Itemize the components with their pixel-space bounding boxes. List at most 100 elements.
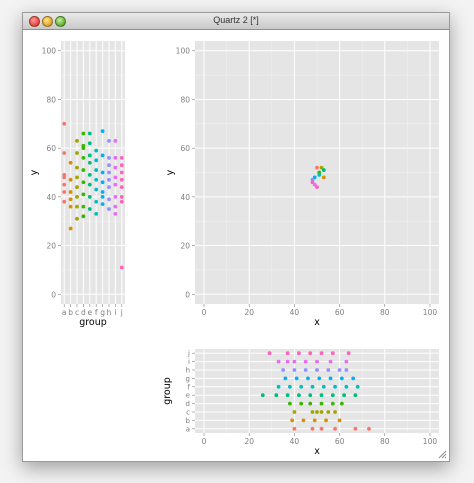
data-point: [87, 207, 92, 211]
data-point: [310, 410, 315, 414]
data-point: [319, 410, 324, 414]
data-point: [312, 175, 317, 180]
data-point: [113, 138, 118, 143]
data-point: [107, 177, 111, 182]
x-tick-label: c: [75, 308, 79, 317]
y-tick-label: 40: [180, 193, 190, 202]
data-point: [290, 418, 295, 423]
data-point: [100, 170, 105, 175]
data-point: [308, 393, 313, 398]
data-point: [107, 197, 111, 202]
data-point: [62, 182, 67, 187]
data-point: [62, 190, 67, 194]
data-point: [330, 351, 335, 356]
resize-grip-icon[interactable]: [437, 449, 447, 459]
y-tick-label: g: [186, 375, 190, 383]
data-point: [333, 384, 337, 389]
y-tick-label: e: [186, 392, 190, 400]
data-point: [94, 168, 99, 172]
data-point: [68, 190, 73, 194]
x-tick-label: a: [62, 308, 67, 317]
data-point: [317, 376, 322, 381]
y-tick-label: 100: [176, 47, 191, 56]
data-point: [119, 265, 124, 270]
data-point: [267, 351, 272, 356]
y-tick-label: 80: [180, 95, 190, 104]
x-tick-label: 0: [202, 437, 207, 446]
x-tick-label: 100: [423, 308, 438, 317]
x-tick-label: 100: [423, 437, 438, 446]
data-point: [315, 185, 319, 190]
data-point: [113, 204, 118, 209]
data-point: [68, 226, 73, 231]
data-point: [310, 426, 315, 431]
data-point: [75, 175, 79, 180]
data-point: [81, 180, 86, 185]
data-point: [337, 368, 342, 372]
data-point: [367, 426, 371, 431]
data-point: [119, 163, 124, 168]
data-point: [326, 410, 331, 414]
y-tick-label: a: [186, 425, 190, 433]
y-tick-label: 100: [42, 47, 57, 56]
data-point: [107, 207, 111, 211]
data-point: [299, 384, 304, 389]
window-titlebar[interactable]: Quartz 2 [*]: [23, 13, 449, 30]
zoom-window-button[interactable]: [55, 16, 66, 27]
data-point: [330, 401, 335, 406]
data-point: [100, 129, 105, 134]
data-point: [81, 131, 86, 136]
data-point: [285, 359, 290, 364]
data-point: [324, 418, 328, 423]
data-point: [344, 359, 349, 364]
data-point: [317, 173, 322, 177]
data-point: [94, 199, 99, 204]
y-tick-label: 20: [180, 242, 190, 251]
data-point: [119, 170, 124, 175]
data-point: [81, 204, 86, 209]
data-point: [353, 393, 358, 398]
data-point: [81, 192, 86, 197]
x-tick-label: 20: [244, 437, 254, 446]
data-point: [355, 384, 360, 389]
x-tick-label: i: [114, 308, 116, 317]
data-point: [81, 168, 86, 172]
data-point: [68, 197, 73, 202]
data-point: [87, 160, 92, 165]
x-axis-title: group: [79, 317, 107, 328]
data-point: [62, 199, 67, 204]
data-point: [119, 194, 124, 199]
group-vs-y-plot: 0 20 40 60 80 100 a b c d e f g h i j group y: [29, 41, 125, 328]
data-point: [62, 121, 67, 126]
data-point: [75, 204, 79, 209]
data-point: [75, 216, 79, 221]
data-point: [107, 163, 111, 168]
data-point: [87, 194, 92, 199]
data-point: [328, 359, 333, 364]
close-window-button[interactable]: [29, 16, 40, 27]
y-tick-label: c: [186, 409, 190, 417]
data-point: [315, 165, 319, 170]
minimize-window-button[interactable]: [42, 16, 53, 27]
data-point: [81, 146, 86, 151]
x-tick-label: h: [107, 308, 112, 317]
data-point: [274, 393, 279, 398]
y-tick-label: 0: [51, 290, 56, 299]
data-point: [308, 401, 313, 406]
y-tick-label: 60: [46, 144, 56, 153]
data-point: [292, 410, 297, 414]
y-tick-label: 20: [46, 242, 56, 251]
data-point: [285, 351, 290, 356]
data-point: [321, 168, 326, 172]
data-point: [287, 384, 292, 389]
data-point: [301, 418, 306, 423]
data-point: [276, 384, 281, 389]
data-point: [260, 393, 265, 398]
data-point: [285, 393, 290, 398]
data-point: [333, 426, 337, 431]
data-point: [87, 153, 92, 158]
data-point: [308, 351, 313, 356]
data-point: [68, 204, 73, 209]
x-tick-label: j: [120, 308, 123, 317]
